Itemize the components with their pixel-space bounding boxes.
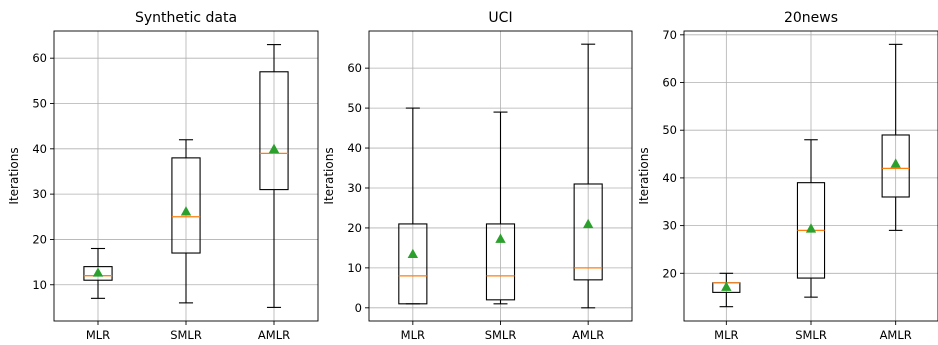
y-tick-label: 30 xyxy=(347,181,362,195)
iqr-box xyxy=(485,223,516,301)
y-tick-label: 40 xyxy=(662,171,677,185)
y-tick-label: 10 xyxy=(32,278,47,292)
y-tick-label: 70 xyxy=(662,28,677,42)
x-tick-label: MLR xyxy=(86,328,110,342)
x-tick-label: SMLR xyxy=(485,328,517,342)
y-tick-label: 20 xyxy=(32,232,47,246)
box-amlr xyxy=(259,44,289,308)
iqr-box xyxy=(259,71,289,191)
box-amlr xyxy=(573,43,603,309)
y-tick-label: 20 xyxy=(347,221,362,235)
y-tick-label: 50 xyxy=(662,123,677,137)
box-mlr xyxy=(83,247,113,299)
chart-panel-1: 10 20 30 40 50 60 MLR SMLR AMLR Synthetic data Ite… xyxy=(7,10,319,342)
chart-title: UCI xyxy=(488,10,512,26)
mean-marker xyxy=(268,143,280,153)
chart-title: Synthetic data xyxy=(135,10,237,26)
iqr-box xyxy=(83,266,113,281)
y-tick-label: 60 xyxy=(32,51,47,65)
y-axis-label: Iterations xyxy=(7,147,21,204)
y-tick-label: 50 xyxy=(347,101,362,115)
y-tick-label: 30 xyxy=(32,187,47,201)
y-tick-label: 0 xyxy=(355,301,362,315)
mean-marker xyxy=(582,218,594,229)
chart-title: 20news xyxy=(784,10,838,26)
mean-marker xyxy=(92,267,104,277)
iqr-box xyxy=(573,183,603,281)
x-tick-label: MLR xyxy=(401,328,425,342)
mean-marker xyxy=(721,281,732,291)
mean-marker xyxy=(407,248,419,259)
chart-panel-2: 0 10 20 30 40 50 60 MLR SMLR AMLR UCI Iterations xyxy=(322,10,633,342)
box-smlr xyxy=(796,139,826,298)
y-tick-label: 60 xyxy=(662,76,677,90)
chart-panel-3: 20 30 40 50 60 70 MLR SMLR AMLR 20news Iterations xyxy=(637,10,938,342)
mean-marker xyxy=(180,206,192,216)
x-tick-label: AMLR xyxy=(880,328,912,342)
mean-marker xyxy=(890,158,901,168)
y-tick-label: 40 xyxy=(32,142,47,156)
x-tick-label: AMLR xyxy=(258,328,290,342)
box-amlr xyxy=(881,43,910,231)
y-tick-label: 30 xyxy=(662,219,677,233)
iqr-box xyxy=(171,157,201,254)
x-tick-label: MLR xyxy=(714,328,738,342)
box-smlr xyxy=(485,111,516,305)
y-tick-label: 20 xyxy=(662,266,677,280)
box-mlr xyxy=(712,272,741,308)
iqr-box xyxy=(881,134,910,198)
y-tick-label: 40 xyxy=(347,141,362,155)
y-tick-label: 10 xyxy=(347,261,362,275)
y-tick-label: 50 xyxy=(32,97,47,111)
x-tick-label: AMLR xyxy=(572,328,604,342)
x-tick-label: SMLR xyxy=(795,328,827,342)
y-axis-label: Iterations xyxy=(322,147,336,204)
y-axis-label: Iterations xyxy=(637,147,651,204)
iqr-box xyxy=(398,223,428,305)
box-mlr xyxy=(398,107,428,305)
x-tick-label: SMLR xyxy=(170,328,202,342)
mean-marker xyxy=(495,233,506,243)
box-smlr xyxy=(171,139,201,304)
y-tick-label: 60 xyxy=(347,61,362,75)
mean-marker xyxy=(805,223,817,233)
